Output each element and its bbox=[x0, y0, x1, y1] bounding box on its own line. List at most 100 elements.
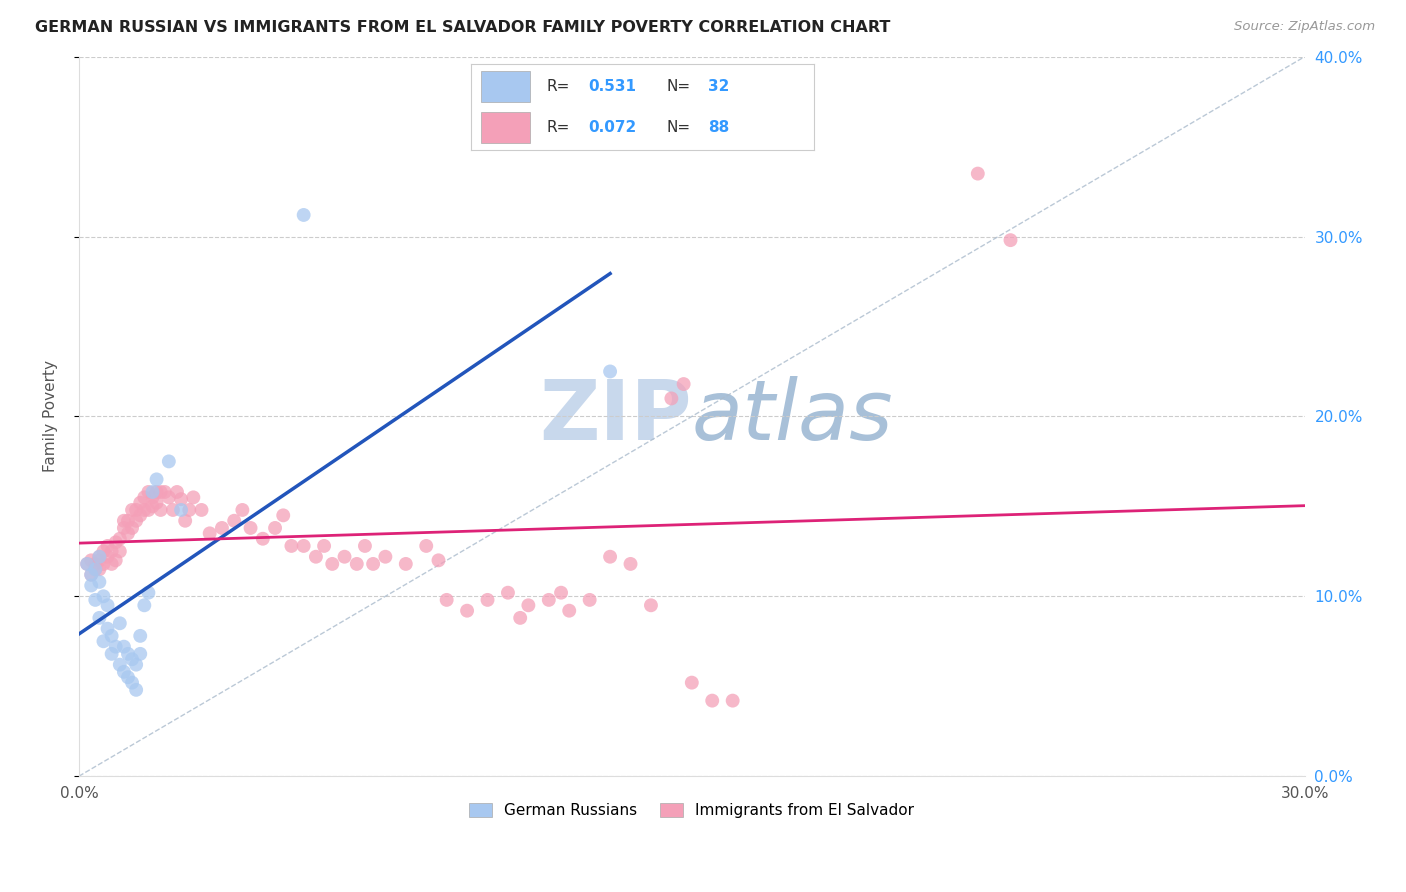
Text: atlas: atlas bbox=[692, 376, 893, 457]
Point bbox=[427, 553, 450, 567]
Point bbox=[174, 514, 197, 528]
Point bbox=[436, 593, 458, 607]
Point bbox=[702, 693, 724, 707]
Point bbox=[104, 553, 127, 567]
Point bbox=[96, 539, 118, 553]
Point bbox=[157, 491, 180, 505]
Point bbox=[112, 514, 135, 528]
Point bbox=[190, 503, 212, 517]
Point bbox=[141, 491, 163, 505]
Point bbox=[121, 521, 143, 535]
Point bbox=[84, 562, 107, 576]
Point bbox=[517, 599, 540, 613]
Point bbox=[179, 503, 201, 517]
Point bbox=[89, 574, 111, 589]
Point bbox=[80, 553, 103, 567]
Point bbox=[415, 539, 437, 553]
Point bbox=[100, 647, 122, 661]
Y-axis label: Family Poverty: Family Poverty bbox=[44, 360, 58, 473]
Point bbox=[96, 599, 118, 613]
Point bbox=[84, 593, 107, 607]
Point bbox=[153, 485, 176, 500]
Point bbox=[100, 544, 122, 558]
Point bbox=[305, 549, 328, 564]
Point bbox=[80, 567, 103, 582]
Point bbox=[162, 503, 184, 517]
Point bbox=[76, 557, 98, 571]
Point bbox=[104, 640, 127, 654]
Point bbox=[578, 593, 600, 607]
Point bbox=[93, 557, 115, 571]
Point bbox=[93, 589, 115, 603]
Point bbox=[121, 652, 143, 666]
Point bbox=[108, 616, 131, 631]
Point bbox=[129, 647, 152, 661]
Text: Source: ZipAtlas.com: Source: ZipAtlas.com bbox=[1234, 20, 1375, 33]
Point bbox=[537, 593, 560, 607]
Point bbox=[89, 611, 111, 625]
Point bbox=[80, 567, 103, 582]
Point bbox=[157, 454, 180, 468]
Point bbox=[117, 514, 139, 528]
Point bbox=[183, 491, 205, 505]
Point bbox=[211, 521, 233, 535]
Point bbox=[134, 599, 156, 613]
Point bbox=[125, 503, 148, 517]
Point bbox=[104, 535, 127, 549]
Point bbox=[89, 549, 111, 564]
Point bbox=[141, 485, 163, 500]
Point bbox=[292, 208, 315, 222]
Text: ZIP: ZIP bbox=[540, 376, 692, 457]
Point bbox=[477, 593, 499, 607]
Point bbox=[170, 503, 193, 517]
Point bbox=[361, 557, 384, 571]
Point bbox=[640, 599, 662, 613]
Point bbox=[93, 544, 115, 558]
Point bbox=[89, 562, 111, 576]
Point bbox=[89, 553, 111, 567]
Text: GERMAN RUSSIAN VS IMMIGRANTS FROM EL SALVADOR FAMILY POVERTY CORRELATION CHART: GERMAN RUSSIAN VS IMMIGRANTS FROM EL SAL… bbox=[35, 20, 890, 35]
Point bbox=[672, 377, 695, 392]
Point bbox=[145, 485, 167, 500]
Point bbox=[321, 557, 343, 571]
Point bbox=[112, 640, 135, 654]
Point bbox=[96, 622, 118, 636]
Point bbox=[239, 521, 262, 535]
Point bbox=[125, 657, 148, 672]
Point bbox=[149, 503, 172, 517]
Point bbox=[76, 557, 98, 571]
Point bbox=[280, 539, 302, 553]
Point bbox=[721, 693, 744, 707]
Point bbox=[170, 492, 193, 507]
Point bbox=[271, 508, 294, 523]
Point bbox=[681, 675, 703, 690]
Point bbox=[456, 604, 478, 618]
Point bbox=[121, 675, 143, 690]
Point bbox=[145, 496, 167, 510]
Point bbox=[661, 392, 683, 406]
Point bbox=[108, 532, 131, 546]
Point bbox=[125, 682, 148, 697]
Point bbox=[93, 634, 115, 648]
Point bbox=[231, 503, 253, 517]
Point bbox=[198, 526, 221, 541]
Point bbox=[145, 472, 167, 486]
Point bbox=[80, 578, 103, 592]
Point bbox=[129, 629, 152, 643]
Point bbox=[619, 557, 641, 571]
Point bbox=[558, 604, 581, 618]
Point bbox=[374, 549, 396, 564]
Point bbox=[100, 629, 122, 643]
Point bbox=[138, 503, 160, 517]
Point bbox=[138, 485, 160, 500]
Point bbox=[599, 549, 621, 564]
Point bbox=[134, 503, 156, 517]
Point bbox=[395, 557, 418, 571]
Point bbox=[333, 549, 356, 564]
Point bbox=[84, 562, 107, 576]
Point bbox=[599, 364, 621, 378]
Point bbox=[354, 539, 377, 553]
Point bbox=[1000, 233, 1022, 247]
Point bbox=[252, 532, 274, 546]
Point bbox=[108, 657, 131, 672]
